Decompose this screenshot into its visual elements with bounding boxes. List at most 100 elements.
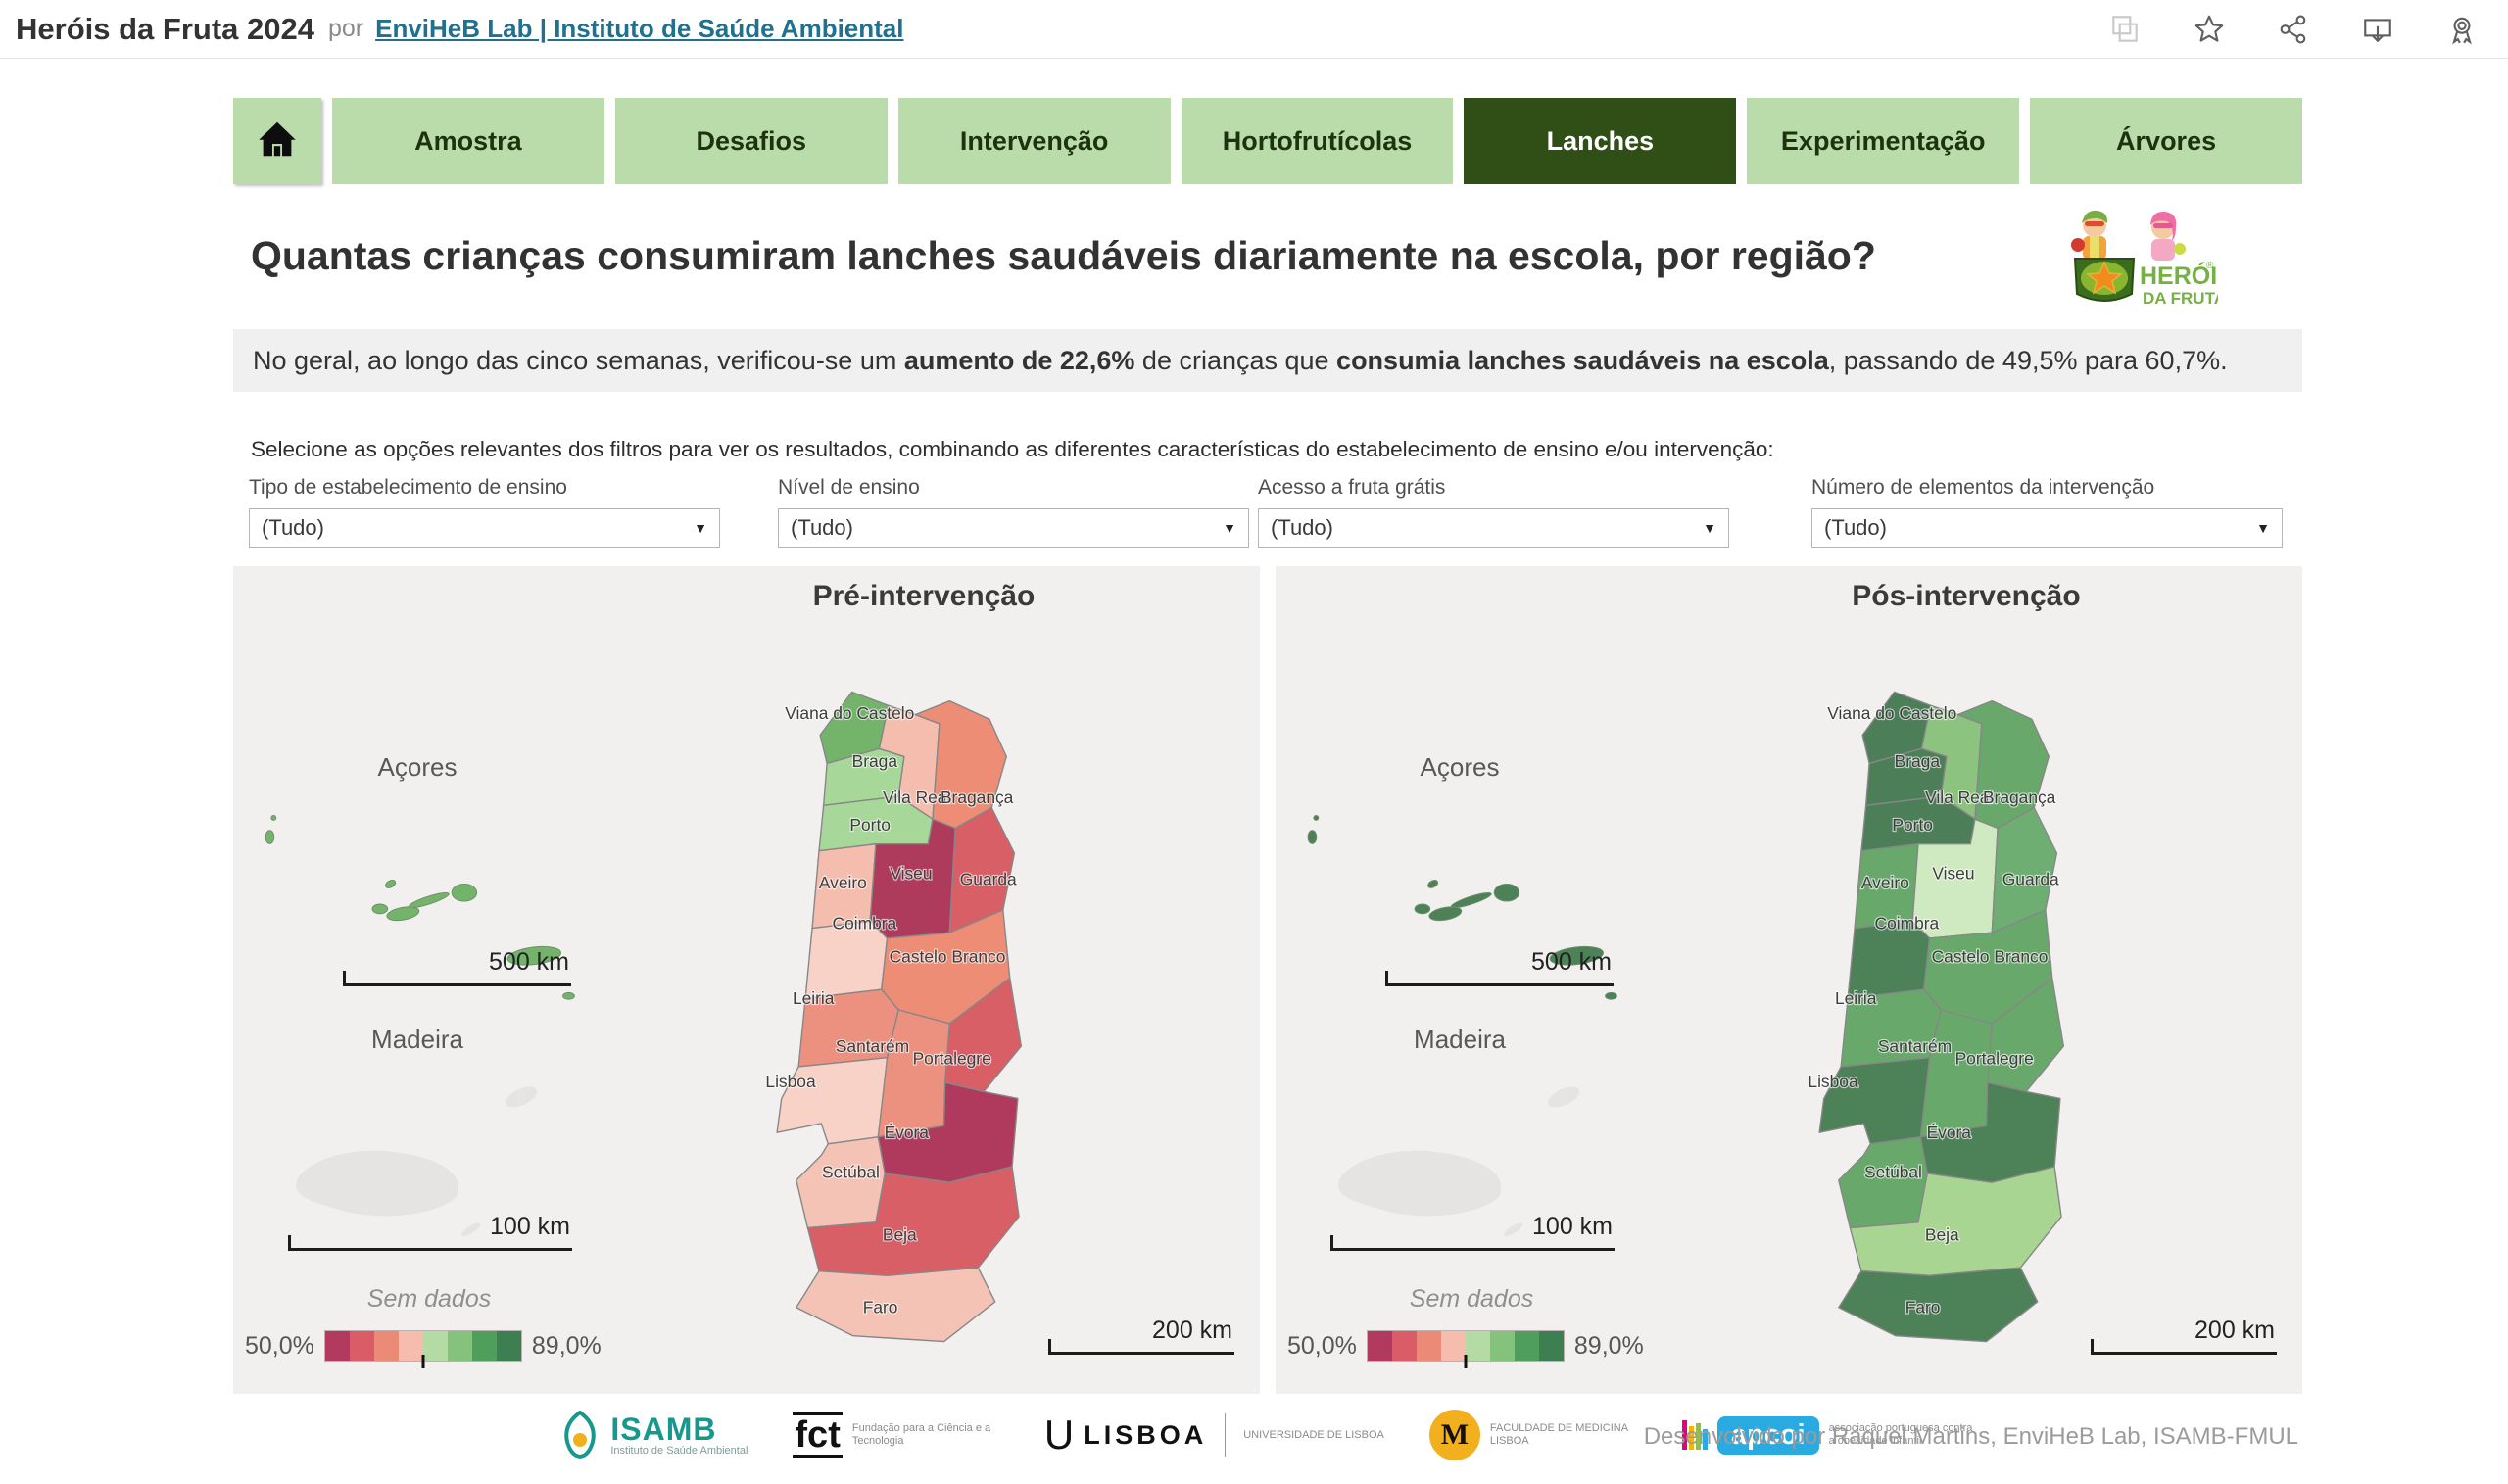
share-icon[interactable]	[2277, 13, 2310, 46]
workbook-title: Heróis da Fruta 2024	[16, 11, 314, 46]
azores-scale-bar: 500 km	[343, 946, 571, 986]
azores-label: Açores	[1420, 752, 1500, 782]
credit-text: Desenvolvido por Raquel Martins, EnviHeB…	[1643, 1423, 2298, 1450]
district-label: Bragança	[940, 788, 1014, 807]
map-title: Pós-intervenção	[1852, 580, 2081, 612]
madeira-islands[interactable]	[1338, 1082, 1582, 1238]
tab-lanches[interactable]: Lanches	[1464, 98, 1737, 184]
tab-hortofruticolas[interactable]: Hortofrutícolas	[1181, 98, 1454, 184]
madeira-scale-bar: 100 km	[288, 1211, 572, 1251]
district-setubal[interactable]	[796, 1136, 886, 1229]
district-label: Leiria	[1835, 988, 1877, 1008]
top-bar: Heróis da Fruta 2024 por EnviHeB Lab | I…	[0, 0, 2508, 59]
legend-color-swatch	[373, 1331, 399, 1361]
azores-scale-label: 500 km	[1531, 948, 1612, 976]
favorite-star-icon[interactable]	[2193, 13, 2226, 46]
district-faro[interactable]	[1838, 1267, 2039, 1343]
filter-value: (Tudo)	[1824, 515, 1887, 540]
filter-nivel-ensino: Nível de ensino (Tudo) ▼	[778, 476, 1249, 548]
copy-icon[interactable]	[2108, 13, 2142, 46]
summary-text: No geral, ao longo das cinco semanas, ve…	[253, 345, 2228, 375]
map-slot-post: Pós-intervenção Açores 500 km Madeira	[1276, 566, 2302, 1394]
district-setubal[interactable]	[1838, 1136, 1928, 1229]
home-icon	[255, 117, 300, 167]
legend-color-swatch	[398, 1331, 423, 1361]
mainland-map: Viana do Castelo Braga Vila Real Braganç…	[1807, 691, 2065, 1343]
district-label: Faro	[863, 1298, 898, 1317]
district-beja[interactable]	[1849, 1166, 2062, 1276]
filter-dropdown-num-elementos[interactable]: (Tudo) ▼	[1811, 508, 2283, 548]
filter-dropdown-tipo-estabelecimento[interactable]: (Tudo) ▼	[249, 508, 720, 548]
legend-color-swatch	[349, 1331, 374, 1361]
legend-color-swatch	[1538, 1331, 1564, 1361]
district-label: Portalegre	[913, 1049, 991, 1069]
filter-dropdown-nivel-ensino[interactable]: (Tudo) ▼	[778, 508, 1249, 548]
district-label: Vila Real	[883, 788, 950, 807]
district-label: Santarém	[836, 1036, 909, 1056]
district-label: Aveiro	[819, 873, 867, 892]
partner-logos: ISAMB Instituto de Saúde Ambiental fct F…	[559, 1410, 1975, 1460]
azores-inset-map	[1307, 815, 1617, 1000]
filter-value: (Tudo)	[791, 515, 853, 540]
tab-home[interactable]	[233, 98, 321, 184]
mainland-scale-bar: 200 km	[2091, 1315, 2277, 1355]
no-data-label: Sem dados	[1409, 1285, 1534, 1313]
district-lisboa[interactable]	[776, 1056, 889, 1145]
legend-gradient-bar	[1366, 1330, 1565, 1362]
azores-islands[interactable]	[1307, 815, 1617, 1000]
filter-dropdown-acesso-fruta[interactable]: (Tudo) ▼	[1258, 508, 1729, 548]
map-title: Pré-intervenção	[812, 580, 1036, 612]
ulisboa-logo: U LISBOA UNIVERSIDADE DE LISBOA	[1044, 1412, 1384, 1459]
isamb-leaf-icon	[564, 1411, 597, 1460]
fct-subtext: Fundação para a Ciência e a Tecnologia	[851, 1422, 991, 1447]
madeira-scale-label: 100 km	[490, 1213, 570, 1240]
isamb-logo: ISAMB Instituto de Saúde Ambiental	[559, 1411, 748, 1460]
madeira-islands[interactable]	[296, 1082, 540, 1238]
district-label: Castelo Branco	[1932, 946, 2049, 966]
district-beja[interactable]	[806, 1166, 1020, 1276]
district-label: Évora	[1927, 1123, 1972, 1142]
award-icon[interactable]	[2445, 13, 2479, 46]
apcoi-wordmark: apcoi	[1716, 1415, 1819, 1455]
author-link[interactable]: EnviHeB Lab | Instituto de Saúde Ambient…	[375, 14, 904, 43]
tab-experimentacao[interactable]: Experimentação	[1747, 98, 2020, 184]
district-label: Viana do Castelo	[1827, 703, 1956, 723]
tab-desafios[interactable]: Desafios	[614, 98, 888, 184]
district-label: Setúbal	[822, 1163, 880, 1182]
district-label: Setúbal	[1864, 1163, 1922, 1182]
fct-wordmark: fct	[793, 1412, 843, 1458]
district-label: Beja	[883, 1224, 917, 1244]
legend-color-swatch	[447, 1331, 472, 1361]
ulisboa-u: U	[1043, 1412, 1075, 1458]
chevron-down-icon: ▼	[1223, 520, 1236, 536]
title-row: Quantas crianças consumiram lanches saud…	[233, 210, 2302, 311]
district-portalegre[interactable]	[943, 977, 1023, 1093]
district-guarda[interactable]	[1991, 806, 2058, 933]
dashboard: Amostra Desafios Intervenção Hortofrutíc…	[233, 98, 2303, 1466]
district-label: Beja	[1925, 1224, 1959, 1244]
tab-intervencao[interactable]: Intervenção	[897, 98, 1171, 184]
tab-amostra[interactable]: Amostra	[332, 98, 604, 184]
district-faro[interactable]	[796, 1267, 996, 1343]
district-guarda[interactable]	[948, 806, 1016, 933]
legend-gradient-bar	[323, 1330, 522, 1362]
download-icon[interactable]	[2361, 13, 2394, 46]
tab-bar: Amostra Desafios Intervenção Hortofrutíc…	[233, 98, 2303, 184]
svg-text:®: ®	[2206, 261, 2214, 271]
filter-instruction: Selecione as opções relevantes dos filtr…	[251, 437, 1774, 461]
district-lisboa[interactable]	[1818, 1056, 1931, 1145]
azores-inset-map	[265, 815, 575, 1000]
map-panel-post: Pós-intervenção Açores 500 km Madeira	[1276, 566, 2302, 1394]
tab-arvores[interactable]: Árvores	[2030, 98, 2303, 184]
madeira-scale-label: 100 km	[1532, 1213, 1613, 1240]
legend-color-swatch	[1489, 1331, 1515, 1361]
filters-row: Tipo de estabelecimento de ensino (Tudo)…	[233, 476, 2302, 556]
map-panel-pre: Pré-intervenção Açores 500 km Madeira	[233, 566, 1260, 1394]
azores-islands[interactable]	[265, 815, 575, 1000]
district-label: Coimbra	[833, 914, 897, 933]
district-label: Guarda	[2002, 869, 2059, 888]
district-portalegre[interactable]	[1986, 977, 2065, 1093]
herois-da-fruta-logo: HERÓIS DA FRUTA ®	[2071, 210, 2218, 308]
filter-tipo-estabelecimento: Tipo de estabelecimento de ensino (Tudo)…	[249, 476, 720, 548]
filter-label: Tipo de estabelecimento de ensino	[249, 476, 567, 499]
